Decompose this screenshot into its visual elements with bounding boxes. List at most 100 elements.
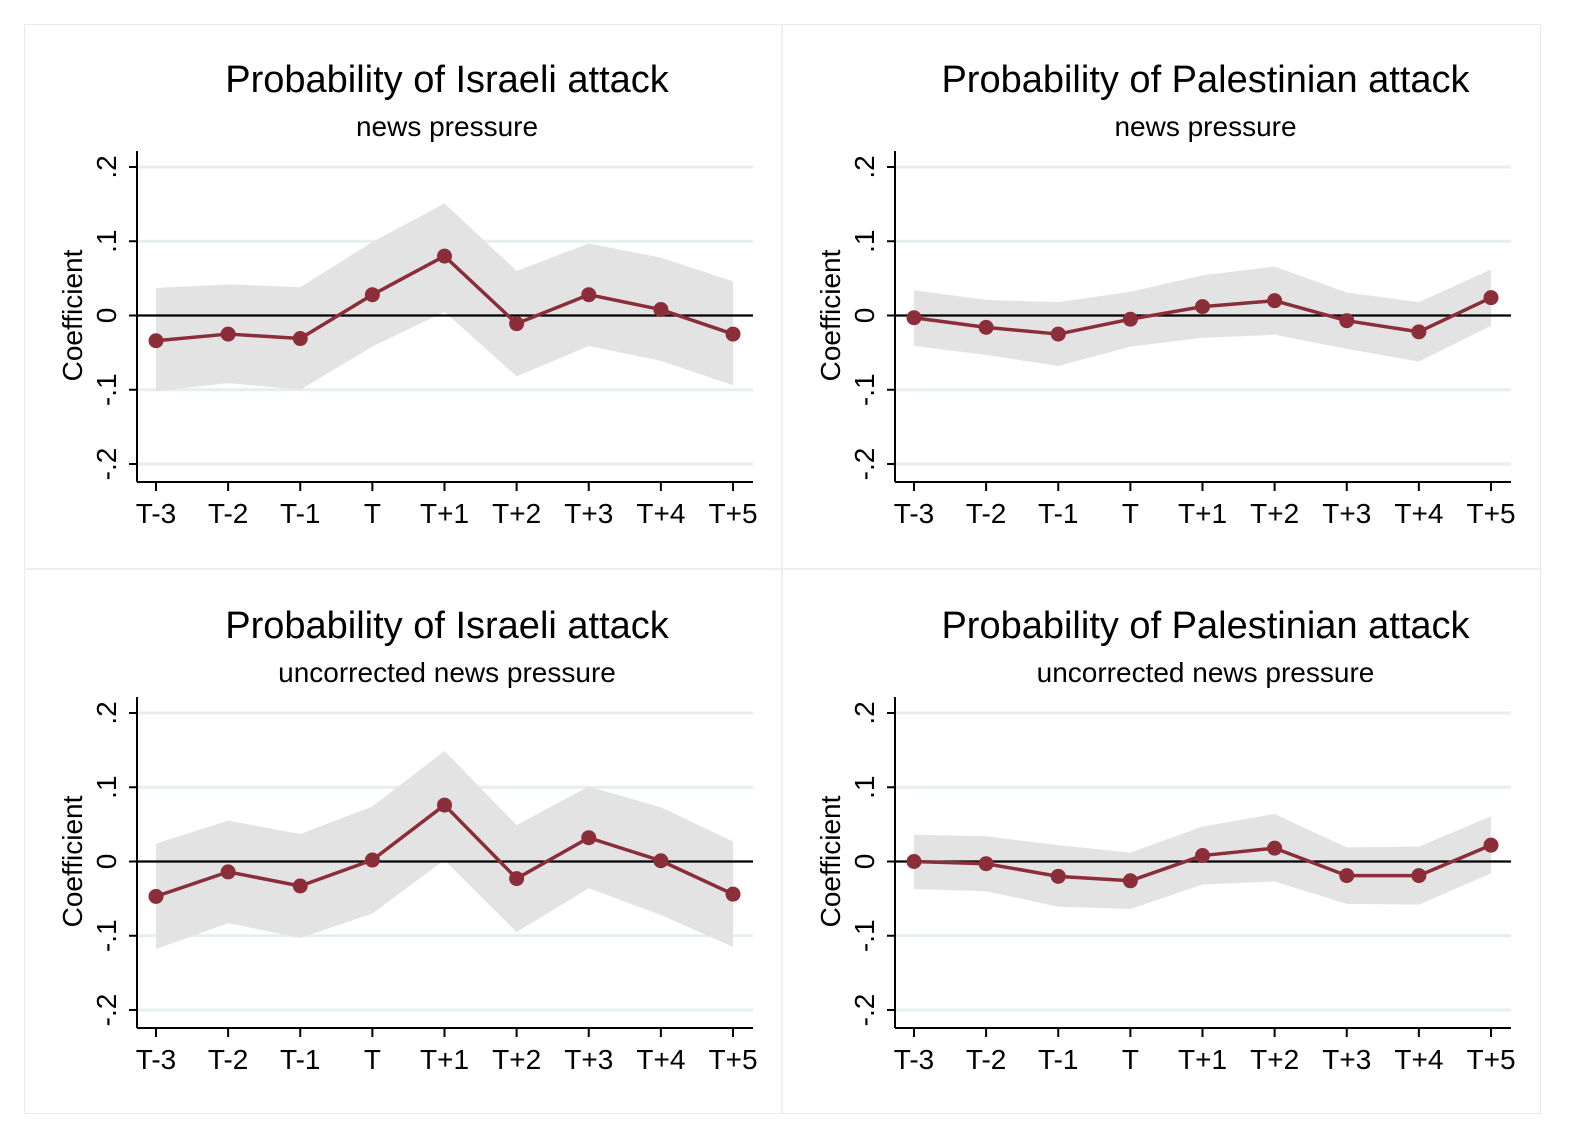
chart-title: Probability of Palestinian attack (941, 59, 1470, 101)
y-tick-label: .1 (849, 776, 880, 799)
x-tick-label: T-3 (136, 1044, 176, 1075)
data-point (1050, 326, 1066, 342)
y-axis-title: Coefficient (57, 249, 88, 381)
y-tick-label: -.1 (849, 373, 880, 406)
data-point (1122, 311, 1138, 327)
y-tick-label: 0 (91, 854, 122, 870)
data-point (581, 830, 597, 846)
y-tick-label: 0 (849, 308, 880, 324)
data-point (509, 871, 525, 887)
data-point (906, 854, 922, 869)
data-point (725, 326, 741, 342)
x-tick-label: T+1 (1178, 1044, 1227, 1075)
chart-subtitle: uncorrected news pressure (278, 657, 616, 688)
x-tick-label: T (1122, 1044, 1139, 1075)
y-tick-label: -.1 (91, 373, 122, 406)
data-point (292, 331, 308, 347)
x-tick-label: T (364, 498, 381, 529)
data-point (1411, 868, 1427, 884)
y-tick-label: .1 (91, 230, 122, 253)
x-tick-label: T-1 (1038, 498, 1078, 529)
x-tick-label: T+1 (1178, 498, 1227, 529)
data-point (725, 886, 741, 902)
data-point (1267, 293, 1283, 309)
y-axis-title: Coefficient (57, 795, 88, 927)
x-tick-label: T+3 (1322, 498, 1371, 529)
x-tick-label: T-1 (280, 1044, 320, 1075)
y-tick-label: 0 (91, 308, 122, 324)
chart-panel-2: Probability of Palestinian attack news pr… (815, 59, 1516, 529)
x-tick-label: T (1122, 498, 1139, 529)
chart-subtitle: news pressure (1114, 111, 1296, 142)
data-point (581, 287, 597, 303)
data-point (653, 302, 669, 318)
y-tick-label: .2 (849, 701, 880, 724)
x-tick-label: T+5 (708, 1044, 757, 1075)
y-axis-title: Coefficient (815, 249, 846, 381)
y-tick-label: -.2 (849, 448, 880, 481)
y-tick-label: .2 (91, 155, 122, 178)
chart-title: Probability of Israeli attack (225, 59, 670, 101)
y-tick-label: -.2 (91, 994, 122, 1027)
x-tick-label: T+5 (1466, 1044, 1515, 1075)
data-point (1122, 873, 1138, 889)
data-point (364, 287, 380, 303)
x-tick-label: T+3 (564, 498, 613, 529)
x-tick-label: T-2 (208, 498, 248, 529)
y-tick-label: -.2 (91, 448, 122, 481)
x-tick-label: T-1 (1038, 1044, 1078, 1075)
chart-title: Probability of Israeli attack (225, 605, 670, 647)
data-point (220, 326, 236, 342)
x-tick-label: T-2 (208, 1044, 248, 1075)
data-point (1195, 299, 1210, 315)
x-tick-label: T+2 (1250, 1044, 1299, 1075)
x-tick-label: T-2 (966, 1044, 1006, 1075)
data-point (653, 853, 669, 869)
data-point (437, 797, 452, 813)
chart-panel-4: Probability of Palestinian attack uncorre… (815, 605, 1516, 1075)
x-tick-label: T+2 (492, 1044, 541, 1075)
y-tick-label: .2 (91, 701, 122, 724)
x-tick-label: T+2 (492, 498, 541, 529)
data-point (437, 248, 452, 264)
x-tick-label: T-3 (894, 498, 934, 529)
y-axis-title: Coefficient (815, 795, 846, 927)
data-point (1195, 848, 1210, 864)
data-point (1411, 324, 1427, 340)
x-tick-label: T+5 (708, 498, 757, 529)
y-tick-label: .1 (849, 230, 880, 253)
data-point (292, 878, 308, 894)
x-tick-label: T+1 (420, 1044, 469, 1075)
x-tick-label: T+4 (1394, 498, 1443, 529)
x-tick-label: T+2 (1250, 498, 1299, 529)
data-point (1339, 313, 1355, 329)
y-tick-label: .1 (91, 776, 122, 799)
y-tick-label: 0 (849, 854, 880, 870)
data-point (1339, 868, 1355, 884)
x-tick-label: T+4 (636, 498, 685, 529)
panel-divider-horizontal (24, 568, 1541, 570)
x-tick-label: T-2 (966, 498, 1006, 529)
data-point (1483, 837, 1499, 853)
x-tick-label: T+1 (420, 498, 469, 529)
data-point (148, 333, 164, 349)
data-point (978, 856, 994, 872)
chart-subtitle: uncorrected news pressure (1037, 657, 1375, 688)
data-point (906, 310, 922, 326)
data-point (509, 316, 525, 332)
y-tick-label: -.2 (849, 994, 880, 1027)
data-point (1483, 290, 1499, 306)
chart-panel-3: Probability of Israeli attack uncorrected… (57, 605, 758, 1075)
data-point (220, 864, 236, 880)
y-tick-label: -.1 (849, 919, 880, 952)
confidence-band (156, 203, 733, 392)
data-point (1267, 840, 1283, 856)
chart-title: Probability of Palestinian attack (941, 605, 1470, 647)
x-tick-label: T-3 (136, 498, 176, 529)
x-tick-label: T+4 (1394, 1044, 1443, 1075)
y-tick-label: -.1 (91, 919, 122, 952)
data-point (978, 319, 994, 335)
x-tick-label: T (364, 1044, 381, 1075)
x-tick-label: T-3 (894, 1044, 934, 1075)
confidence-band (156, 750, 733, 950)
